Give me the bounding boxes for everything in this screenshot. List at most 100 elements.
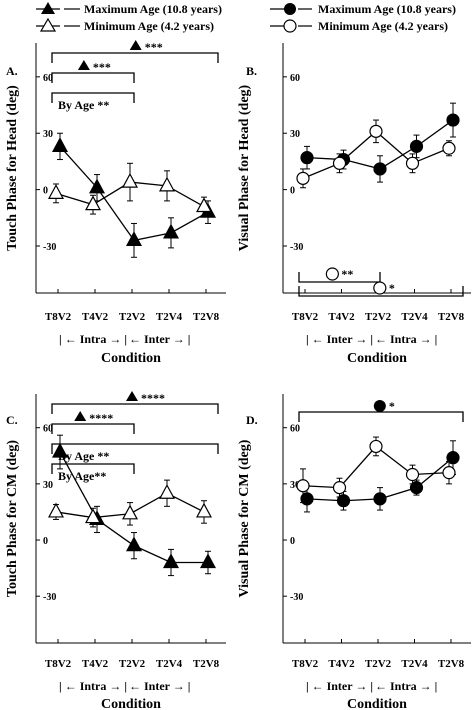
significance-bracket: [51, 423, 135, 434]
x-tick-label: T2V2: [119, 311, 146, 323]
y-tick-label: -30: [290, 242, 303, 253]
significance-bracket: [298, 272, 381, 283]
significance-stars: *: [389, 399, 395, 413]
panel-d: -30 0 30 60 T8V2 T4V2 T2V2 T2V4 T2V8 D. Visual Pha…: [237, 394, 471, 710]
data-point-max: [51, 442, 69, 458]
x-tick-label: T8V2: [292, 658, 319, 670]
legend-left: Maximum Age (10.8 years) Minimum Age (4.…: [36, 2, 222, 33]
x-tick-label: T2V2: [365, 311, 392, 323]
x-tick-label: T2V8: [438, 311, 465, 323]
x-tick-label: T8V2: [45, 311, 72, 323]
significance-label: By Age **: [58, 98, 109, 112]
panel-label: B.: [246, 64, 257, 78]
data-point-max: [88, 178, 106, 194]
data-point-min: [332, 156, 347, 170]
y-axis-label: Touch Phase for Head (deg): [5, 85, 20, 251]
data-point-min: [158, 483, 176, 499]
x-tick-label: T4V2: [82, 311, 109, 323]
y-tick-label: -30: [290, 592, 303, 603]
data-point-min: [296, 479, 310, 493]
data-point-max: [51, 137, 69, 152]
panel-c: -30 0 30 60 T8V2 T4V2 T2V2 T2V4 T2V8 C. Touch Phas…: [5, 391, 226, 710]
x-tick-label: T2V8: [438, 658, 465, 670]
data-point-min: [84, 508, 102, 524]
panel-label: C.: [6, 413, 18, 427]
x-tick-label: T8V2: [292, 311, 319, 323]
data-point-max: [373, 162, 387, 176]
significance-label: By Age**: [58, 469, 106, 483]
data-point-min: [121, 504, 139, 520]
filled-circle-icon: [284, 3, 296, 15]
significance-label: By Age **: [58, 449, 109, 463]
x-tick-label: T2V8: [193, 658, 220, 670]
y-tick-label: 30: [290, 480, 300, 491]
y-tick-label: 60: [290, 424, 300, 435]
x-tick-label: T2V4: [156, 658, 183, 670]
panel-b: -30 0 30 60 T8V2 T4V2 T2V2 T2V4 T2V8 B. Visual Pha…: [237, 43, 471, 366]
significance-stars: ***: [145, 40, 163, 54]
legend-min-label: Minimum Age (4.2 years): [84, 19, 214, 33]
x-tick-label: T2V4: [401, 311, 428, 323]
data-point-min: [442, 141, 456, 155]
significance-stars: ***: [93, 60, 111, 74]
filled-triangle-icon: [129, 40, 142, 50]
y-tick-label: 0: [290, 536, 295, 547]
y-tick-label: 60: [43, 424, 53, 435]
panel-label: D.: [246, 413, 258, 427]
group-label: | ← Intra → |: [59, 332, 127, 346]
significance-bracket: [51, 92, 135, 103]
x-tick-label: T2V8: [193, 311, 220, 323]
open-circle-icon: [283, 19, 297, 33]
y-tick-label: 30: [43, 480, 53, 491]
y-tick-label: 30: [43, 129, 53, 140]
filled-triangle-icon: [126, 391, 138, 401]
significance-bracket: [51, 52, 219, 63]
x-tick-label: T4V2: [328, 311, 355, 323]
data-point-min: [121, 172, 139, 188]
data-point-min: [195, 197, 213, 213]
x-tick-label: T2V2: [119, 658, 146, 670]
x-tick-label: T2V4: [401, 658, 428, 670]
y-tick-label: 0: [290, 186, 295, 197]
open-circle-icon: [325, 267, 339, 281]
filled-triangle-icon: [77, 60, 90, 70]
y-tick-label: -30: [43, 592, 56, 603]
significance-bracket: [51, 443, 219, 454]
data-point-max: [409, 139, 424, 153]
data-point-max: [373, 492, 387, 506]
group-label: ← Inter → |: [129, 332, 190, 346]
x-axis-label: Condition: [101, 697, 161, 710]
data-point-min: [158, 176, 176, 192]
data-point-min: [442, 466, 456, 480]
group-label: ← Intra → |: [375, 679, 437, 693]
data-point-max: [446, 451, 460, 465]
significance-bracket: [51, 463, 135, 474]
data-point-min: [405, 467, 420, 482]
x-tick-label: T8V2: [45, 658, 72, 670]
group-label: ← Inter → |: [129, 679, 190, 693]
data-point-min: [47, 502, 65, 518]
y-tick-label: 0: [43, 536, 48, 547]
y-axis-label: Touch Phase for CM (deg): [5, 440, 20, 597]
data-point-max: [125, 536, 143, 552]
x-axis-label: Condition: [347, 351, 407, 366]
data-point-min: [47, 184, 65, 199]
significance-bracket: [51, 72, 135, 83]
data-point-max: [199, 553, 217, 569]
panel-label: A.: [6, 64, 18, 78]
x-tick-label: T2V4: [156, 311, 183, 323]
data-point-min: [405, 156, 420, 170]
x-axis-label: Condition: [101, 351, 161, 366]
legend-right: Maximum Age (10.8 years) Minimum Age (4.…: [270, 2, 456, 33]
group-label: ← Intra → |: [375, 332, 437, 346]
filled-triangle-icon: [74, 411, 87, 421]
y-tick-label: 60: [43, 73, 53, 84]
data-point-min: [369, 124, 383, 138]
data-point-min: [296, 171, 310, 185]
open-circle-icon: [373, 281, 387, 295]
group-label: | ← Intra → |: [59, 679, 127, 693]
filled-triangle-icon: [41, 2, 55, 14]
legend-max-label: Maximum Age (10.8 years): [84, 2, 222, 16]
group-label: | ← Inter → |: [306, 332, 373, 346]
